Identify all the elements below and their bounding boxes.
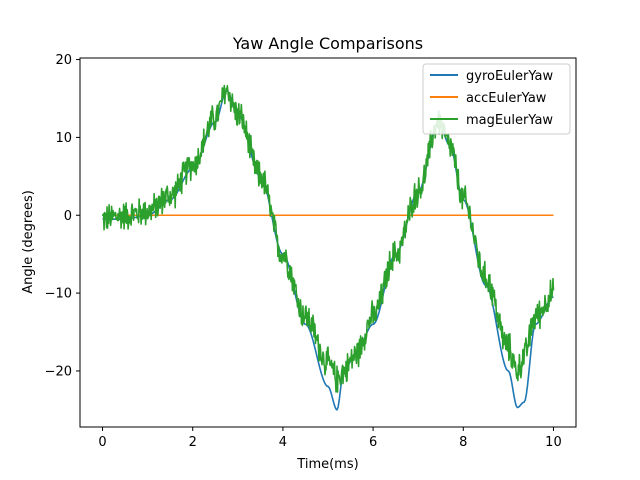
x-tick-label: 8 [459,435,467,450]
x-tick-label: 0 [98,435,106,450]
series-line-gyro [102,89,554,411]
series-layer [101,84,555,411]
x-tick-label: 2 [189,435,197,450]
chart-title: Yaw Angle Comparisons [232,34,423,53]
x-tick-label: 6 [369,435,377,450]
x-axis-label: Time(ms) [296,457,358,472]
y-tick-label: −10 [45,287,72,302]
ticks-layer: 0 2 4 6 8 10 −20 −10 0 10 20 [45,53,562,450]
legend: gyroEulerYaw accEulerYaw magEulerYaw [422,63,571,135]
legend-label-acc: accEulerYaw [466,91,547,106]
legend-label-gyro: gyroEulerYaw [466,69,553,84]
x-tick-label: 4 [279,435,287,450]
y-tick-label: 10 [55,131,72,146]
legend-label-mag: magEulerYaw [466,113,553,128]
plot-frame [79,57,577,428]
y-tick-label: 0 [64,209,72,224]
y-tick-label: 20 [55,53,72,68]
y-axis-label: Angle (degrees) [21,190,36,294]
series-line-mag [101,84,555,393]
y-tick-label: −20 [45,364,72,379]
x-tick-label: 10 [545,435,562,450]
legend-box [422,63,571,135]
